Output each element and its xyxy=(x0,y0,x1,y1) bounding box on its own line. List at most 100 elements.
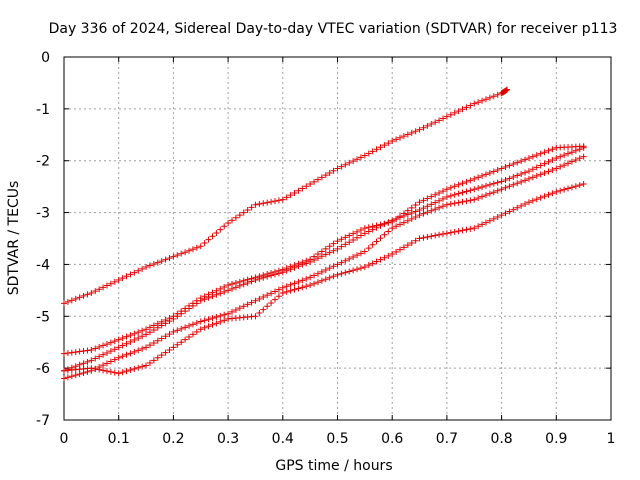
data-point xyxy=(72,295,79,302)
data-point xyxy=(416,126,423,133)
data-point xyxy=(486,181,493,188)
data-point xyxy=(264,273,271,280)
data-point xyxy=(162,256,169,263)
data-point xyxy=(244,206,251,213)
data-point xyxy=(525,199,532,206)
data-point xyxy=(467,177,474,184)
data-point xyxy=(373,224,380,231)
data-point xyxy=(529,174,536,181)
data-point xyxy=(146,329,153,336)
data-point xyxy=(576,146,583,153)
data-point xyxy=(506,162,513,169)
data-point xyxy=(471,175,478,182)
data-point xyxy=(482,171,489,178)
data-point xyxy=(522,169,529,176)
data-point xyxy=(103,349,110,356)
data-point xyxy=(408,204,415,211)
data-point xyxy=(357,232,364,239)
data-point xyxy=(439,231,446,238)
data-point xyxy=(178,250,185,257)
data-point xyxy=(84,358,91,365)
data-point xyxy=(572,156,579,163)
data-point xyxy=(107,358,114,365)
data-point xyxy=(182,324,189,331)
data-point xyxy=(311,272,318,279)
data-point xyxy=(525,155,532,162)
data-point xyxy=(287,281,294,288)
x-tick-label: 0 xyxy=(60,431,69,447)
data-point xyxy=(455,199,462,206)
x-tick-label: 0.7 xyxy=(436,431,458,447)
data-point xyxy=(334,238,341,245)
data-point xyxy=(479,193,486,200)
data-point xyxy=(236,282,243,289)
data-point xyxy=(393,248,400,255)
data-point xyxy=(264,199,271,206)
data-point xyxy=(502,176,509,183)
grid xyxy=(64,57,611,420)
series-4 xyxy=(61,153,587,382)
data-point xyxy=(287,266,294,273)
data-point xyxy=(283,283,290,290)
data-point xyxy=(150,357,157,364)
data-point xyxy=(154,324,161,331)
data-point xyxy=(572,183,579,190)
data-point xyxy=(326,169,333,176)
data-point xyxy=(467,197,474,204)
data-point xyxy=(439,203,446,210)
data-point xyxy=(291,280,298,287)
data-point xyxy=(424,122,431,129)
data-point xyxy=(158,352,165,359)
data-point xyxy=(240,281,247,288)
axes xyxy=(63,56,612,421)
data-point xyxy=(514,172,521,179)
data-point xyxy=(115,276,122,283)
data-point xyxy=(72,372,79,379)
data-point xyxy=(279,269,286,276)
y-axis-label: SDTVAR / TECUs xyxy=(6,181,22,296)
data-point xyxy=(455,108,462,115)
data-point xyxy=(84,347,91,354)
data-point xyxy=(248,278,255,285)
data-point xyxy=(103,341,110,348)
data-point xyxy=(146,262,153,269)
data-point xyxy=(80,292,87,299)
y-tick-label: 0 xyxy=(41,50,50,66)
data-point xyxy=(389,251,396,258)
data-point xyxy=(486,190,493,197)
data-point xyxy=(510,181,517,188)
data-point xyxy=(139,327,146,334)
data-point xyxy=(357,154,364,161)
data-point xyxy=(61,300,67,307)
data-point xyxy=(92,365,99,372)
data-point xyxy=(545,168,552,175)
data-point xyxy=(252,201,259,208)
data-point xyxy=(299,261,306,268)
data-point xyxy=(100,351,107,358)
data-point xyxy=(92,345,99,352)
data-point xyxy=(557,163,564,170)
data-point xyxy=(357,265,364,272)
data-point xyxy=(107,348,114,355)
data-point xyxy=(381,231,388,238)
data-point xyxy=(146,342,153,349)
data-point xyxy=(322,266,329,273)
data-point xyxy=(209,315,216,322)
data-point xyxy=(123,340,130,347)
data-point xyxy=(354,156,361,163)
data-point xyxy=(451,191,458,198)
data-point xyxy=(451,109,458,116)
data-point xyxy=(467,102,474,109)
data-point xyxy=(271,296,278,303)
data-point xyxy=(150,326,157,333)
data-point xyxy=(350,267,357,274)
data-point xyxy=(111,346,118,353)
data-point xyxy=(459,106,466,113)
y-tick-label: -2 xyxy=(36,154,50,170)
data-point xyxy=(189,246,196,253)
data-point xyxy=(494,187,501,194)
data-point xyxy=(146,359,153,366)
data-point xyxy=(463,104,470,111)
data-point xyxy=(217,226,224,233)
data-point xyxy=(322,276,329,283)
